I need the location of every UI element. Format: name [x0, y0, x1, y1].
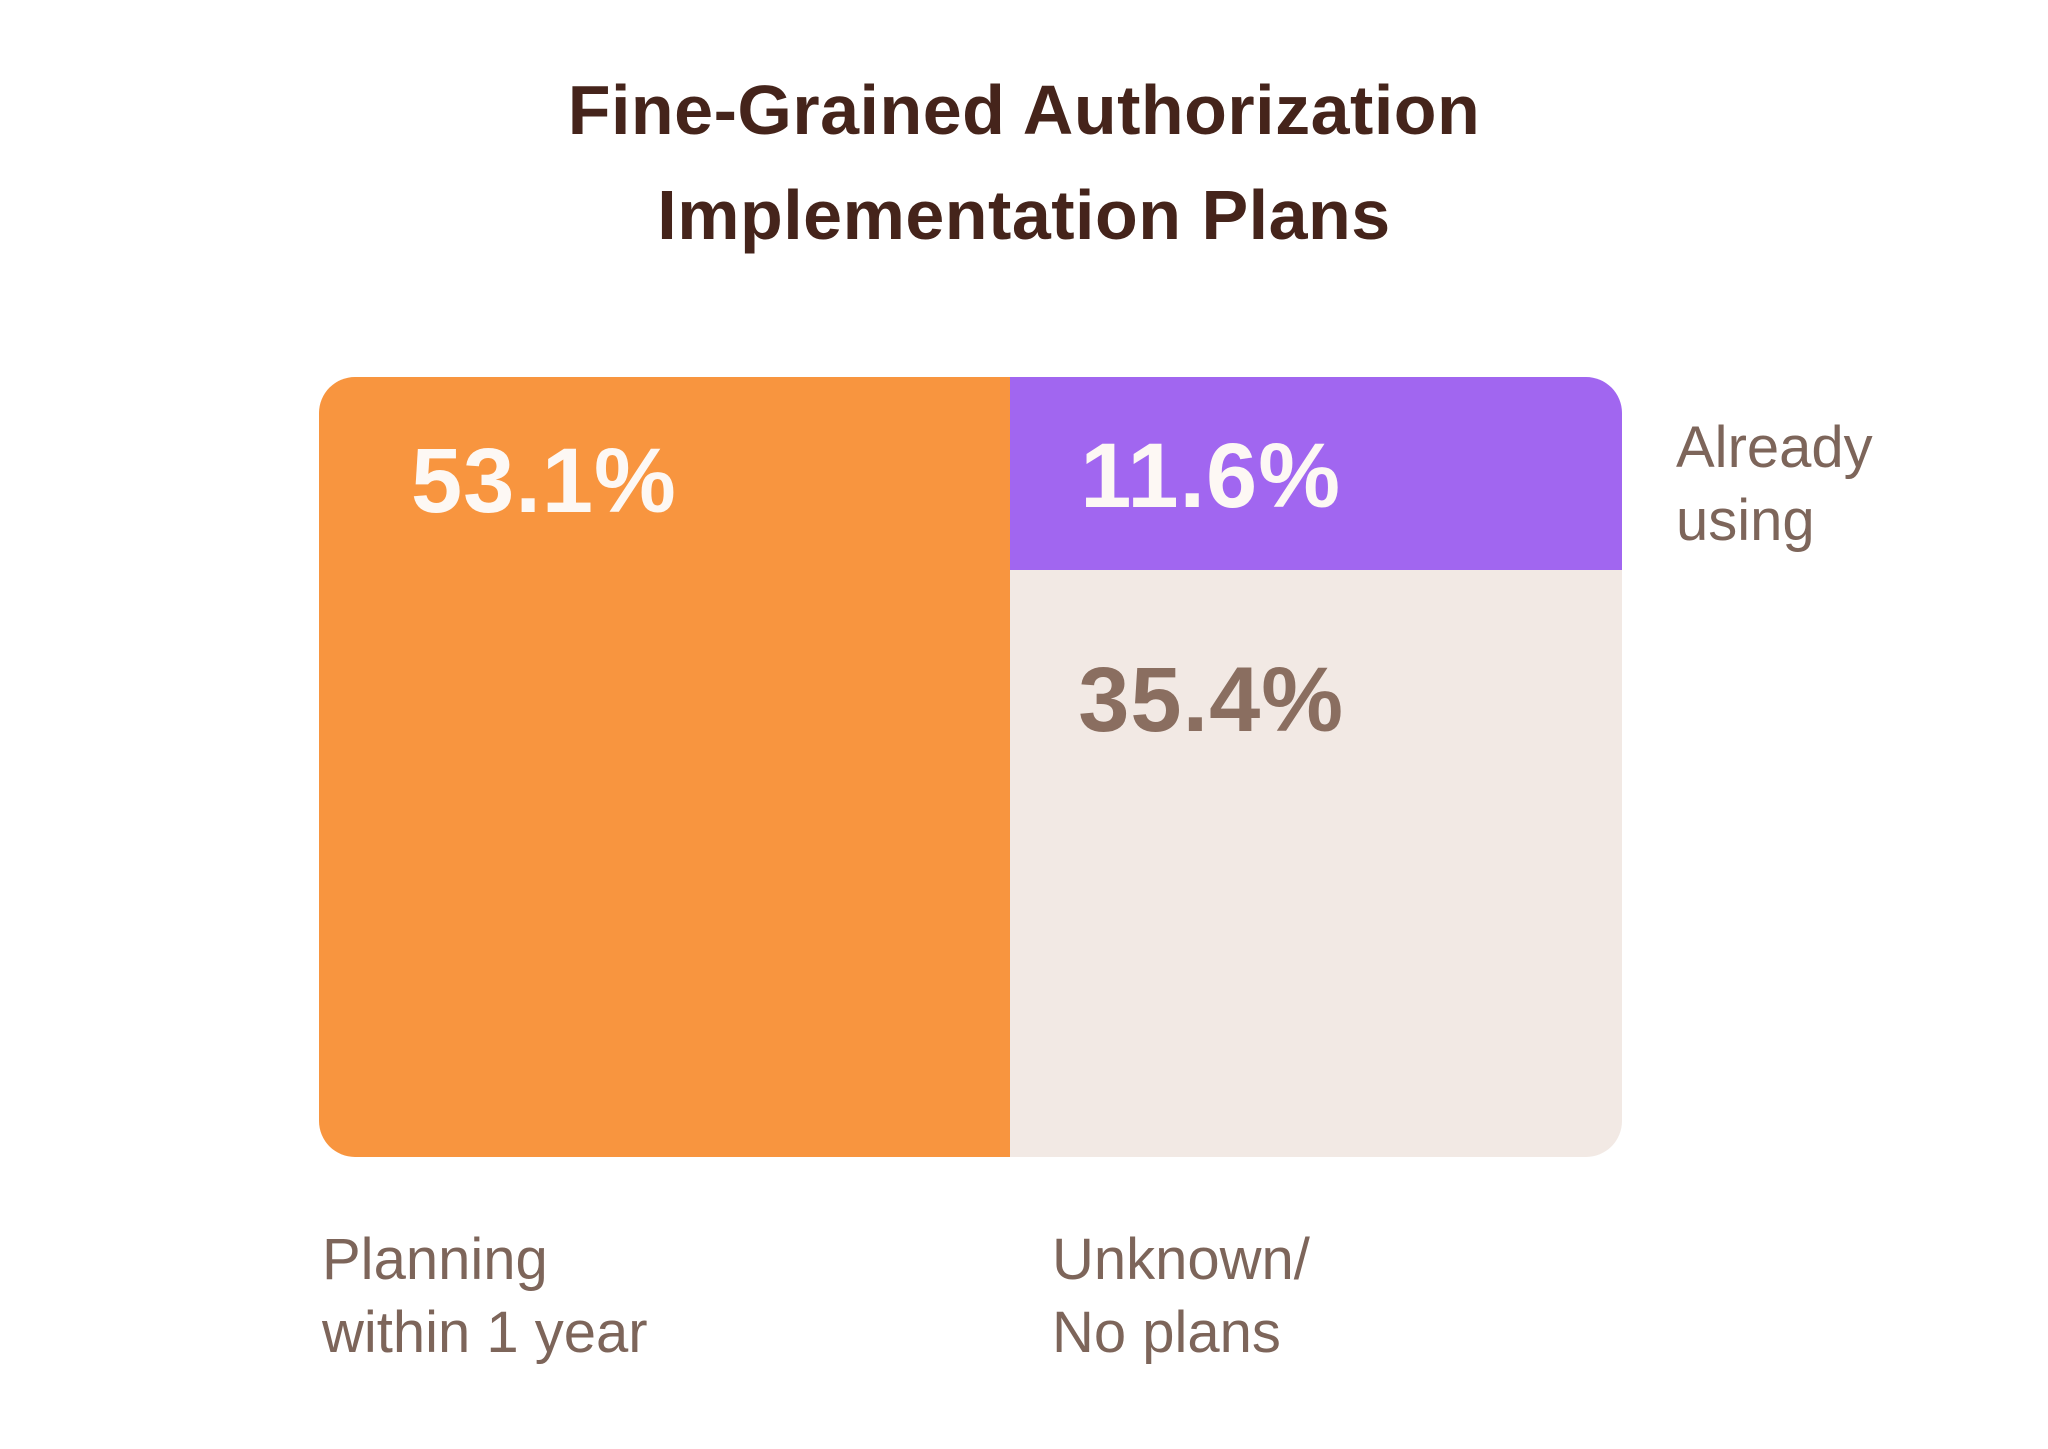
value-label-already-using: 11.6%: [1080, 425, 1342, 528]
segment-unknown-no-plans: 35.4%: [1010, 569, 1622, 1157]
value-label-unknown-no-plans: 35.4%: [1078, 648, 1345, 751]
treemap-chart: 53.1% 11.6% 35.4%: [319, 377, 1622, 1157]
right-column: 11.6% 35.4%: [1010, 377, 1622, 1157]
category-label-planning-within-1-year: Planning within 1 year: [322, 1227, 648, 1365]
segment-planning-within-1-year: 53.1%: [319, 377, 1011, 1157]
category-label-already-using: Already using: [1676, 415, 1873, 553]
category-label-unknown-no-plans: Unknown/ No plans: [1052, 1227, 1310, 1365]
value-label-planning: 53.1%: [411, 430, 677, 532]
chart-title: Fine-Grained Authorization Implementatio…: [567, 71, 1481, 254]
segment-already-using: 11.6%: [1010, 377, 1622, 570]
